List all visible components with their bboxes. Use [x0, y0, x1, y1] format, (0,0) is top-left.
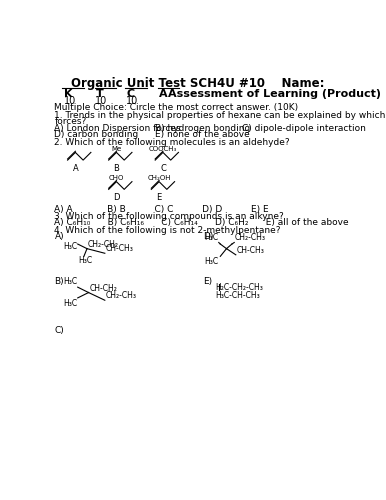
- Text: C) dipole-dipole interaction: C) dipole-dipole interaction: [242, 124, 366, 133]
- Text: A: A: [73, 164, 78, 173]
- Text: 3. Which of the following compounds is an alkyne?: 3. Which of the following compounds is a…: [54, 212, 284, 220]
- Text: CH₂-CH₂: CH₂-CH₂: [88, 240, 119, 248]
- Text: 2. Which of the following molecules is an aldehyde?: 2. Which of the following molecules is a…: [54, 138, 290, 147]
- Text: 4. Which of the following is not 2-methylpentane?: 4. Which of the following is not 2-methy…: [54, 226, 281, 234]
- Text: Assessment of Learning (Product): Assessment of Learning (Product): [168, 90, 381, 100]
- Text: CH₂-CH₃: CH₂-CH₃: [234, 234, 265, 242]
- Text: E) none of the above: E) none of the above: [155, 130, 250, 139]
- Text: C: C: [160, 164, 166, 173]
- Text: H₃C: H₃C: [64, 298, 78, 308]
- Text: A) London Dispersion forces: A) London Dispersion forces: [54, 124, 181, 133]
- Text: 10: 10: [95, 96, 107, 106]
- Text: C: C: [127, 90, 135, 100]
- Text: A: A: [159, 90, 168, 100]
- Text: 10: 10: [64, 96, 76, 106]
- Text: D: D: [113, 193, 120, 202]
- Text: B: B: [113, 164, 119, 173]
- Text: Me: Me: [111, 146, 122, 152]
- Text: A): A): [54, 232, 64, 241]
- Text: A) C₆H₁₀      B) C₆H₁₆      C) C₆H₁₄      D) C₆H₂      E) all of the above: A) C₆H₁₀ B) C₆H₁₆ C) C₆H₁₄ D) C₆H₂ E) al…: [54, 218, 349, 227]
- Text: B): B): [54, 277, 64, 286]
- Text: 1. Trends in the physical properties of hexane can be explained by which of the : 1. Trends in the physical properties of …: [54, 111, 386, 120]
- Text: CH-CH₃: CH-CH₃: [237, 246, 264, 255]
- Text: CH₂OH: CH₂OH: [147, 175, 171, 181]
- Text: H₃C-CH-CH₃: H₃C-CH-CH₃: [215, 291, 260, 300]
- Text: T: T: [96, 90, 104, 100]
- Text: D): D): [203, 232, 213, 241]
- Text: COOCH₃: COOCH₃: [149, 146, 177, 152]
- Text: H₂C-CH₂-CH₃: H₂C-CH₂-CH₃: [215, 284, 263, 292]
- Text: C): C): [54, 326, 64, 334]
- Text: K: K: [64, 90, 72, 100]
- Text: E): E): [203, 277, 212, 286]
- Text: forces?: forces?: [54, 117, 87, 126]
- Text: E: E: [156, 193, 162, 202]
- Text: B) hydrogen bonding: B) hydrogen bonding: [155, 124, 251, 133]
- Text: D) carbon bonding: D) carbon bonding: [54, 130, 139, 139]
- Text: CHO: CHO: [109, 175, 124, 181]
- Text: CH-CH₃: CH-CH₃: [106, 244, 134, 254]
- Text: Multiple Choice: Circle the most correct answer. (10K): Multiple Choice: Circle the most correct…: [54, 103, 299, 112]
- Text: Organic Unit Test SCH4U #10    Name:: Organic Unit Test SCH4U #10 Name:: [71, 77, 325, 90]
- Text: H₃C: H₃C: [78, 256, 93, 266]
- Text: CH-CH₂: CH-CH₂: [89, 284, 117, 292]
- Text: H₃C: H₃C: [205, 234, 219, 242]
- Text: A) A            B) B          C) C          D) D          E) E: A) A B) B C) C D) D E) E: [54, 205, 269, 214]
- Text: CH₂-CH₃: CH₂-CH₃: [106, 291, 137, 300]
- Text: H₃C: H₃C: [205, 257, 219, 266]
- Text: H₃C: H₃C: [64, 242, 78, 252]
- Text: 10: 10: [126, 96, 138, 106]
- Text: H₃C: H₃C: [64, 278, 78, 286]
